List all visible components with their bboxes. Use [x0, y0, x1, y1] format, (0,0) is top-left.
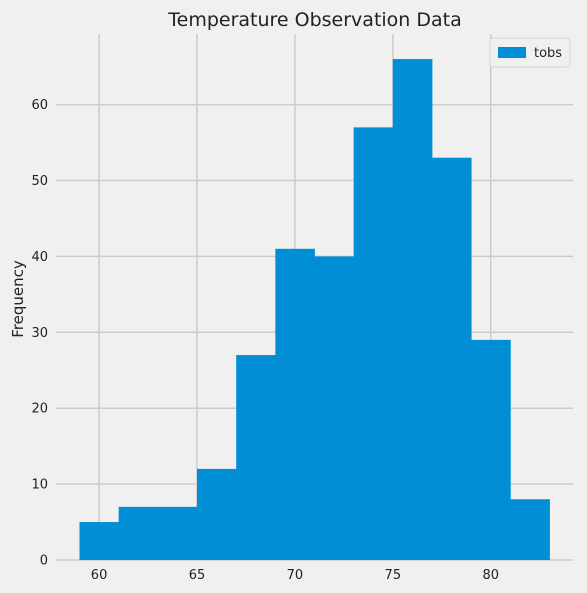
histogram-bars	[79, 59, 550, 561]
histogram-bar	[314, 256, 355, 560]
legend-label-tobs: tobs	[534, 46, 562, 61]
x-tick-label: 60	[91, 568, 108, 583]
x-tick-label: 65	[189, 568, 206, 583]
histogram-bar	[157, 506, 198, 560]
legend-box	[489, 37, 571, 68]
histogram-bar	[510, 499, 550, 560]
y-tick-label: 0	[40, 554, 48, 569]
histogram-bar	[197, 468, 237, 560]
histogram-bar	[236, 355, 276, 560]
x-tick-label: 75	[385, 568, 402, 583]
histogram-bar	[392, 59, 433, 561]
histogram-bar	[275, 248, 315, 560]
chart-title: Temperature Observation Data	[167, 9, 462, 31]
y-tick-label: 60	[31, 98, 48, 113]
y-tick-label: 40	[31, 250, 48, 265]
y-tick-label: 50	[31, 174, 48, 189]
histogram-bar	[118, 506, 159, 560]
legend-swatch	[498, 47, 526, 58]
y-axis-label: Frequency	[9, 260, 27, 338]
y-tick-label: 20	[31, 402, 48, 417]
y-tick-label: 10	[31, 478, 48, 493]
histogram-bar	[471, 339, 511, 560]
legend: tobs	[489, 37, 571, 68]
histogram-bar	[353, 127, 394, 560]
x-tick-label: 80	[482, 568, 499, 583]
x-tick-label: 70	[287, 568, 304, 583]
y-tick-label: 30	[31, 326, 48, 341]
axis-ticks: 60 65 70 75 80 0 10 20 30 40 50 60	[31, 98, 499, 583]
histogram-bar	[79, 522, 120, 560]
histogram-bar	[432, 157, 472, 560]
